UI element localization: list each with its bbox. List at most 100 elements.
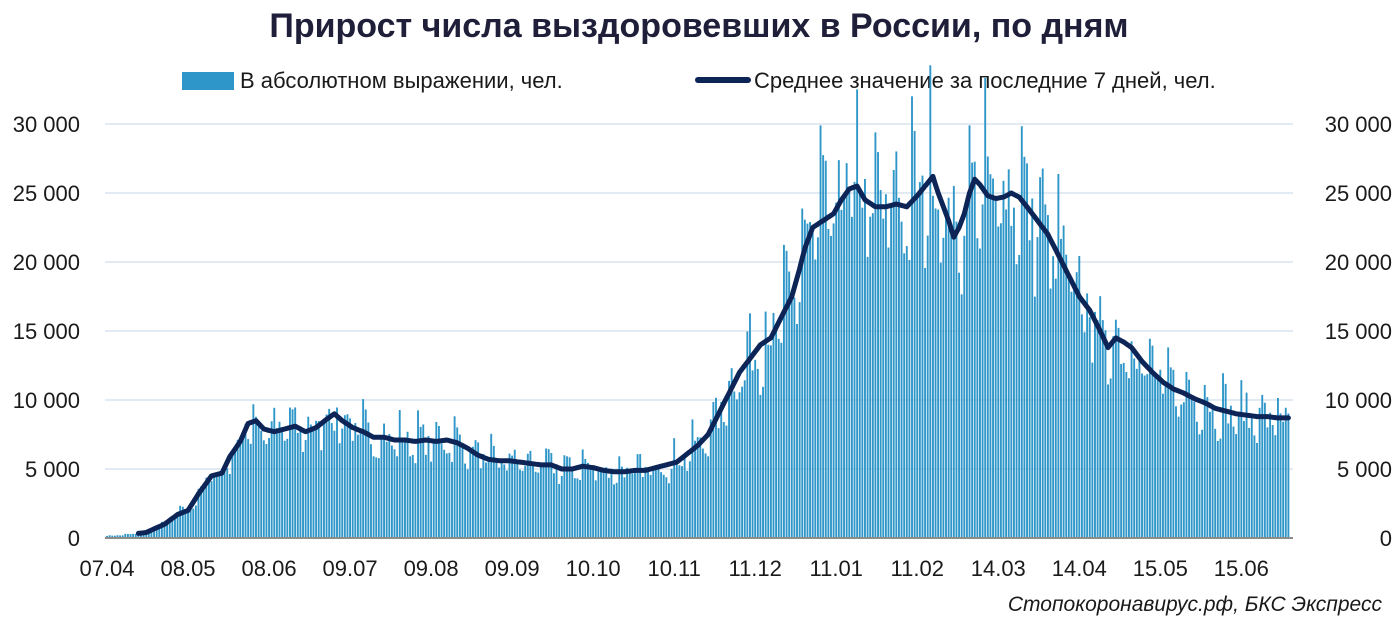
daily-bar (1086, 293, 1089, 538)
daily-bar (1151, 345, 1154, 538)
daily-bar (1039, 177, 1042, 538)
daily-bar (905, 246, 908, 538)
daily-bar (594, 480, 597, 538)
daily-bar (678, 465, 681, 538)
daily-bar (411, 454, 414, 538)
daily-bar (822, 155, 825, 538)
daily-bar (916, 198, 919, 538)
daily-bar (247, 439, 250, 538)
daily-bar (741, 386, 744, 538)
daily-bar (1135, 368, 1138, 538)
x-tick-label: 11.12 (728, 556, 781, 581)
daily-bar (929, 65, 932, 538)
daily-bar (281, 432, 284, 538)
daily-bar (1096, 320, 1099, 538)
daily-bar (772, 312, 775, 538)
daily-bar (278, 421, 281, 538)
daily-bar (417, 410, 419, 538)
daily-bar (952, 185, 955, 538)
daily-bar (592, 467, 595, 538)
daily-bar (681, 466, 683, 538)
daily-bar (830, 235, 832, 538)
daily-bar (1028, 240, 1031, 539)
daily-bar (383, 423, 385, 538)
daily-bar (960, 294, 963, 538)
daily-bar (181, 506, 184, 538)
source-note: Стопокоронавирус.рф, БКС Экспресс (1008, 593, 1383, 616)
daily-bar (579, 480, 582, 538)
daily-bar (498, 467, 500, 538)
daily-bar (218, 471, 221, 538)
daily-bar (521, 470, 524, 538)
x-tick-label: 07.04 (79, 556, 134, 581)
daily-bar (709, 419, 712, 538)
daily-bar (113, 535, 116, 538)
daily-bar (187, 512, 189, 538)
daily-bar (174, 518, 176, 538)
daily-bar (890, 207, 893, 539)
daily-bar (699, 437, 702, 538)
daily-bar (1125, 371, 1128, 538)
daily-bar (1041, 168, 1044, 538)
daily-bar (790, 290, 793, 538)
daily-bar (1010, 225, 1013, 538)
daily-bar (438, 426, 440, 538)
daily-bar (401, 438, 404, 538)
daily-bar (1243, 421, 1245, 538)
daily-bar (801, 208, 804, 538)
daily-bar (249, 443, 252, 538)
daily-bar (273, 407, 276, 538)
daily-bar (1091, 362, 1094, 538)
daily-bar (607, 477, 610, 538)
daily-bar (1107, 384, 1109, 538)
daily-bar (275, 428, 278, 538)
daily-bar (445, 453, 448, 538)
daily-bar (542, 463, 545, 538)
daily-bar (307, 416, 310, 538)
daily-bar (809, 222, 812, 538)
daily-bar (1120, 364, 1123, 538)
y-tick-label-right: 10 000 (1325, 388, 1392, 413)
daily-bar (406, 431, 409, 538)
daily-bar (673, 438, 676, 538)
daily-bar (1185, 371, 1188, 538)
daily-bar (850, 216, 853, 538)
daily-bar (153, 529, 155, 538)
daily-bar (231, 452, 234, 538)
daily-bar (1104, 330, 1107, 538)
daily-bar (140, 533, 142, 538)
daily-bar (898, 197, 900, 539)
daily-bar (1175, 406, 1177, 538)
daily-bar (526, 453, 529, 538)
daily-bar (903, 253, 906, 538)
daily-bar (351, 440, 354, 538)
daily-bar (783, 244, 785, 538)
daily-bar (1261, 394, 1264, 538)
daily-bar (226, 468, 229, 538)
daily-bar (892, 170, 895, 538)
daily-bar (184, 511, 187, 538)
daily-bar (432, 439, 435, 538)
daily-bar (560, 475, 563, 538)
daily-bar (197, 488, 200, 538)
y-tick-label-left: 25 000 (13, 181, 80, 206)
daily-bar (503, 464, 506, 538)
y-tick-label-right: 20 000 (1325, 250, 1392, 275)
daily-bar (404, 439, 406, 538)
daily-bar (168, 518, 171, 538)
daily-bar (356, 434, 359, 538)
daily-bar (134, 533, 137, 538)
daily-bar (1020, 126, 1023, 538)
daily-bar (819, 125, 822, 539)
daily-bar (963, 235, 966, 539)
daily-bar (1065, 254, 1068, 538)
daily-bar (827, 229, 830, 538)
daily-bar (958, 272, 960, 538)
daily-bar (1015, 264, 1018, 538)
daily-bar (119, 535, 122, 538)
daily-bar (1046, 215, 1049, 538)
daily-bar (1094, 311, 1096, 538)
daily-bar (824, 160, 827, 539)
daily-bar (309, 424, 312, 538)
daily-bar (1023, 156, 1026, 539)
